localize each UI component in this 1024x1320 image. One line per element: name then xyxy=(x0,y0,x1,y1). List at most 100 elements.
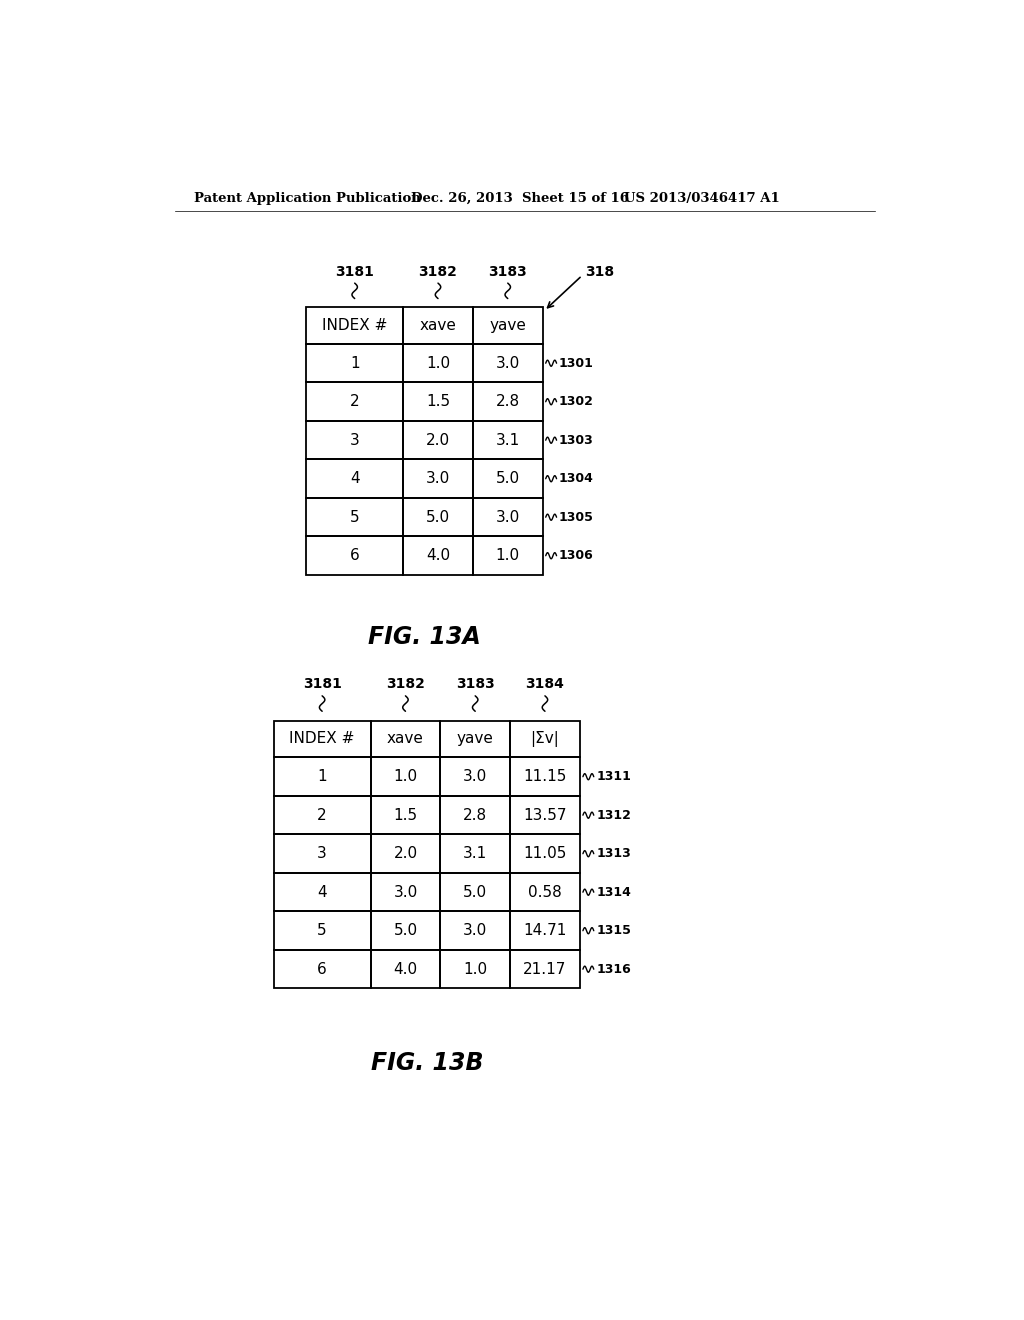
Bar xyxy=(473,536,543,576)
Bar xyxy=(371,758,440,796)
Bar xyxy=(440,834,510,873)
Text: 6: 6 xyxy=(350,548,359,564)
Text: INDEX #: INDEX # xyxy=(290,731,355,747)
Bar xyxy=(473,308,543,345)
Bar xyxy=(371,950,440,989)
Text: 1: 1 xyxy=(350,355,359,371)
Bar xyxy=(306,498,403,536)
Bar xyxy=(403,345,473,383)
Text: 4.0: 4.0 xyxy=(393,962,418,977)
Text: 3184: 3184 xyxy=(525,677,564,692)
Bar xyxy=(273,911,371,950)
Text: 3183: 3183 xyxy=(488,265,527,280)
Text: 1312: 1312 xyxy=(596,809,631,822)
Text: 2.8: 2.8 xyxy=(463,808,487,822)
Bar xyxy=(273,950,371,989)
Text: 11.05: 11.05 xyxy=(523,846,566,861)
Text: 1306: 1306 xyxy=(559,549,594,562)
Text: 3.0: 3.0 xyxy=(496,355,520,371)
Text: yave: yave xyxy=(489,318,526,333)
Text: 13.57: 13.57 xyxy=(523,808,566,822)
Bar xyxy=(440,721,510,758)
Text: 3.0: 3.0 xyxy=(463,923,487,939)
Text: INDEX #: INDEX # xyxy=(322,318,387,333)
Bar xyxy=(403,383,473,421)
Bar xyxy=(440,950,510,989)
Text: yave: yave xyxy=(457,731,494,747)
Bar xyxy=(473,421,543,459)
Bar xyxy=(273,834,371,873)
Text: 1.0: 1.0 xyxy=(426,355,451,371)
Text: 318: 318 xyxy=(586,265,614,280)
Text: 3182: 3182 xyxy=(386,677,425,692)
Text: 3.0: 3.0 xyxy=(393,884,418,900)
Bar xyxy=(306,421,403,459)
Text: FIG. 13B: FIG. 13B xyxy=(371,1051,483,1076)
Bar xyxy=(440,873,510,911)
Text: |Σv|: |Σv| xyxy=(530,731,559,747)
Bar xyxy=(273,758,371,796)
Bar xyxy=(306,536,403,576)
Text: 1304: 1304 xyxy=(559,473,594,486)
Bar xyxy=(273,721,371,758)
Text: 1316: 1316 xyxy=(596,962,631,975)
Text: 1.0: 1.0 xyxy=(496,548,520,564)
Bar xyxy=(510,758,580,796)
Bar xyxy=(440,758,510,796)
Text: 6: 6 xyxy=(317,962,327,977)
Bar xyxy=(273,873,371,911)
Text: 14.71: 14.71 xyxy=(523,923,566,939)
Bar xyxy=(306,345,403,383)
Bar xyxy=(273,796,371,834)
Text: 5.0: 5.0 xyxy=(463,884,487,900)
Bar xyxy=(403,421,473,459)
Bar xyxy=(306,459,403,498)
Text: 1.5: 1.5 xyxy=(393,808,418,822)
Text: 3.1: 3.1 xyxy=(463,846,487,861)
Text: xave: xave xyxy=(420,318,457,333)
Bar xyxy=(371,834,440,873)
Bar xyxy=(473,383,543,421)
Text: 1.5: 1.5 xyxy=(426,395,451,409)
Text: 1305: 1305 xyxy=(559,511,594,524)
Bar xyxy=(440,796,510,834)
Text: 5: 5 xyxy=(350,510,359,525)
Text: 3181: 3181 xyxy=(335,265,374,280)
Text: 1.0: 1.0 xyxy=(463,962,487,977)
Text: 3181: 3181 xyxy=(303,677,342,692)
Text: 2.8: 2.8 xyxy=(496,395,520,409)
Text: 3.0: 3.0 xyxy=(463,770,487,784)
Text: FIG. 13A: FIG. 13A xyxy=(368,626,481,649)
Bar xyxy=(371,721,440,758)
Text: 3: 3 xyxy=(350,433,359,447)
Bar xyxy=(473,498,543,536)
Bar xyxy=(403,459,473,498)
Text: 5: 5 xyxy=(317,923,327,939)
Text: 2: 2 xyxy=(317,808,327,822)
Text: xave: xave xyxy=(387,731,424,747)
Text: 3182: 3182 xyxy=(419,265,458,280)
Bar xyxy=(510,911,580,950)
Text: 1313: 1313 xyxy=(596,847,631,861)
Text: US 2013/0346417 A1: US 2013/0346417 A1 xyxy=(624,191,779,205)
Text: 2.0: 2.0 xyxy=(426,433,451,447)
Text: 5.0: 5.0 xyxy=(426,510,451,525)
Bar xyxy=(306,308,403,345)
Bar xyxy=(371,796,440,834)
Bar xyxy=(510,721,580,758)
Bar xyxy=(440,911,510,950)
Text: 3.0: 3.0 xyxy=(426,471,451,486)
Text: 4.0: 4.0 xyxy=(426,548,451,564)
Text: 21.17: 21.17 xyxy=(523,962,566,977)
Text: 5.0: 5.0 xyxy=(393,923,418,939)
Text: 2: 2 xyxy=(350,395,359,409)
Bar xyxy=(403,536,473,576)
Bar xyxy=(473,459,543,498)
Bar xyxy=(510,950,580,989)
Text: 1315: 1315 xyxy=(596,924,631,937)
Text: 1311: 1311 xyxy=(596,770,631,783)
Text: 1303: 1303 xyxy=(559,434,594,446)
Text: 2.0: 2.0 xyxy=(393,846,418,861)
Text: 1302: 1302 xyxy=(559,395,594,408)
Text: 4: 4 xyxy=(317,884,327,900)
